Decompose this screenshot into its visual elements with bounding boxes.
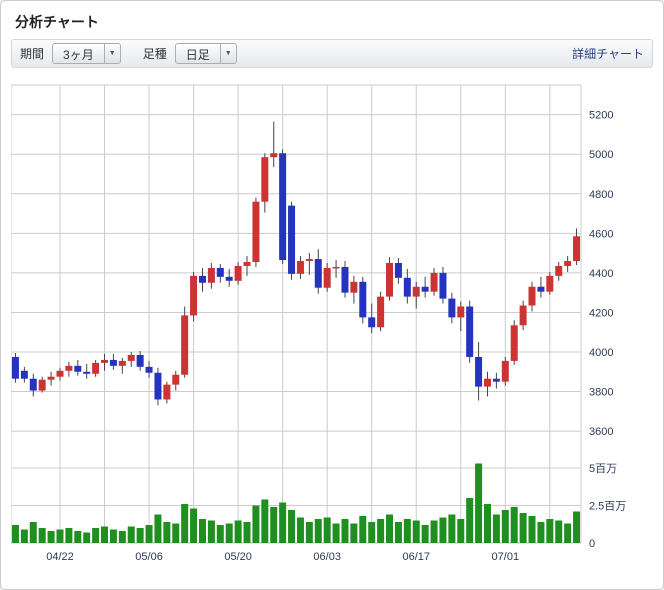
svg-text:4600: 4600 — [589, 228, 613, 240]
period-label: 期間 — [20, 47, 45, 61]
svg-text:06/03: 06/03 — [313, 551, 341, 563]
svg-text:05/20: 05/20 — [224, 551, 252, 563]
candle-type-select[interactable]: 日足 ▼ — [174, 43, 237, 64]
volume-bars — [11, 463, 581, 543]
title-bar: 分析チャート — [1, 1, 663, 39]
svg-text:04/22: 04/22 — [46, 551, 74, 563]
detail-chart-link[interactable]: 詳細チャート — [572, 47, 644, 61]
date-axis-labels: 04/22 05/06 05/20 06/03 06/17 07/01 — [46, 551, 519, 563]
svg-text:2.5百万: 2.5百万 — [589, 501, 626, 513]
svg-text:05/06: 05/06 — [135, 551, 163, 563]
chevron-down-icon[interactable]: ▼ — [219, 44, 236, 63]
chart-area: 3600 3800 4000 4200 4400 4600 4800 5000 5200 0 2.5… — [1, 68, 663, 575]
volume-axis-labels: 0 2.5百万 5百万 — [589, 463, 626, 550]
svg-text:0: 0 — [589, 538, 595, 550]
svg-text:07/01: 07/01 — [492, 551, 520, 563]
candles-layer — [11, 121, 581, 406]
candle-type-select-value: 日足 — [185, 48, 210, 62]
svg-text:4400: 4400 — [589, 268, 613, 280]
svg-text:5百万: 5百万 — [589, 463, 617, 475]
candlestick-chart: 3600 3800 4000 4200 4400 4600 4800 5000 5200 0 2.5… — [10, 84, 626, 563]
svg-text:3600: 3600 — [589, 426, 613, 438]
candle-type-label: 足種 — [142, 47, 167, 61]
svg-text:5000: 5000 — [589, 149, 613, 161]
svg-text:4000: 4000 — [589, 347, 613, 359]
chevron-down-icon[interactable]: ▼ — [103, 44, 120, 63]
period-select-value: 3ヶ月 — [63, 48, 94, 62]
svg-text:3800: 3800 — [589, 387, 613, 399]
page-title: 分析チャート — [15, 14, 99, 30]
period-select[interactable]: 3ヶ月 ▼ — [52, 43, 121, 64]
svg-text:4800: 4800 — [589, 189, 613, 201]
svg-text:4200: 4200 — [589, 307, 613, 319]
chart-toolbar: 期間 3ヶ月 ▼ 足種 日足 ▼ 詳細チャート — [11, 39, 653, 68]
grid-layer — [10, 84, 582, 544]
svg-text:5200: 5200 — [589, 110, 613, 122]
price-axis-labels: 3600 3800 4000 4200 4400 4600 4800 5000 5200 — [589, 110, 613, 438]
svg-text:06/17: 06/17 — [402, 551, 430, 563]
